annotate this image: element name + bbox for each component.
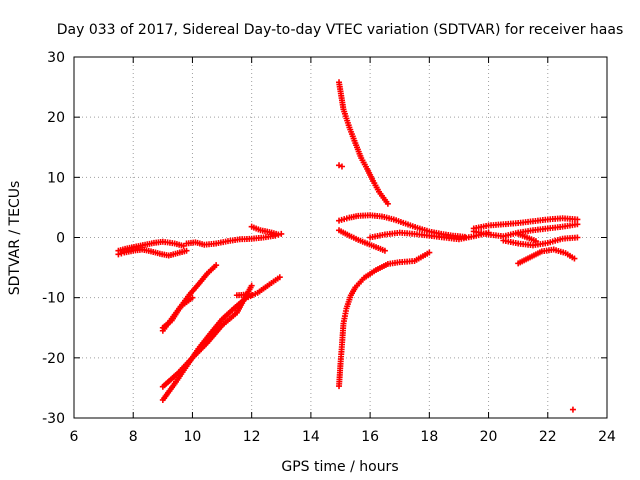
data-point <box>118 250 125 257</box>
x-tick-label: 20 <box>480 429 498 445</box>
tick-labels: 6 8 10 12 14 16 18 20 22 24 -30 -20 -10 0 10 20 30 <box>42 50 616 445</box>
series-arc-4 <box>248 223 282 238</box>
y-tick-label: -10 <box>42 291 65 307</box>
data-point <box>381 247 388 254</box>
series-arc-7 <box>159 274 283 403</box>
x-tick-label: 12 <box>243 429 261 445</box>
data-point <box>574 221 581 228</box>
x-tick-label: 6 <box>70 429 79 445</box>
series-arc-14 <box>336 227 388 254</box>
series-arc-10 <box>336 79 391 207</box>
data-point <box>213 262 220 269</box>
series-arc-16 <box>470 215 581 232</box>
series-arc-19 <box>515 246 578 267</box>
x-tick-label: 18 <box>420 429 438 445</box>
data-point <box>571 255 578 262</box>
data-point <box>384 200 391 207</box>
x-tick-label: 10 <box>184 429 202 445</box>
data-point <box>336 162 343 169</box>
series-arc-20 <box>515 230 539 245</box>
series-arc-11 <box>336 162 345 170</box>
axis-ticks <box>73 56 608 419</box>
chart-title: Day 033 of 2017, Sidereal Day-to-day VTE… <box>57 22 624 38</box>
data-point <box>276 274 283 281</box>
y-axis-title: SDTVAR / TECUs <box>7 181 23 296</box>
x-tick-label: 22 <box>539 429 557 445</box>
x-tick-label: 14 <box>302 429 320 445</box>
x-tick-label: 24 <box>598 429 616 445</box>
y-tick-label: 0 <box>56 231 65 247</box>
series-isolated <box>569 406 576 413</box>
y-tick-label: -30 <box>42 411 65 427</box>
data-point <box>574 234 581 241</box>
data-point <box>115 251 122 258</box>
data-point <box>532 238 539 245</box>
series-arc-9 <box>233 291 255 299</box>
y-tick-label: 10 <box>47 170 65 186</box>
x-tick-label: 16 <box>361 429 379 445</box>
data-points <box>115 79 581 413</box>
series-arc-8 <box>159 282 255 390</box>
series-arc-2 <box>115 246 190 259</box>
y-tick-label: 20 <box>47 110 65 126</box>
data-point <box>248 292 255 299</box>
data-point <box>275 231 282 238</box>
data-point <box>189 294 196 301</box>
y-tick-label: -20 <box>42 351 65 367</box>
series-arc-18 <box>500 234 581 249</box>
data-point <box>338 163 345 170</box>
series-arc-12 <box>336 249 433 390</box>
x-tick-label: 8 <box>129 429 138 445</box>
y-tick-label: 30 <box>47 50 65 66</box>
data-point <box>183 247 190 254</box>
series-arc-6 <box>159 294 196 331</box>
data-point <box>426 249 433 256</box>
data-point <box>248 282 255 289</box>
data-point <box>569 406 576 413</box>
x-axis-title: GPS time / hours <box>281 459 398 475</box>
